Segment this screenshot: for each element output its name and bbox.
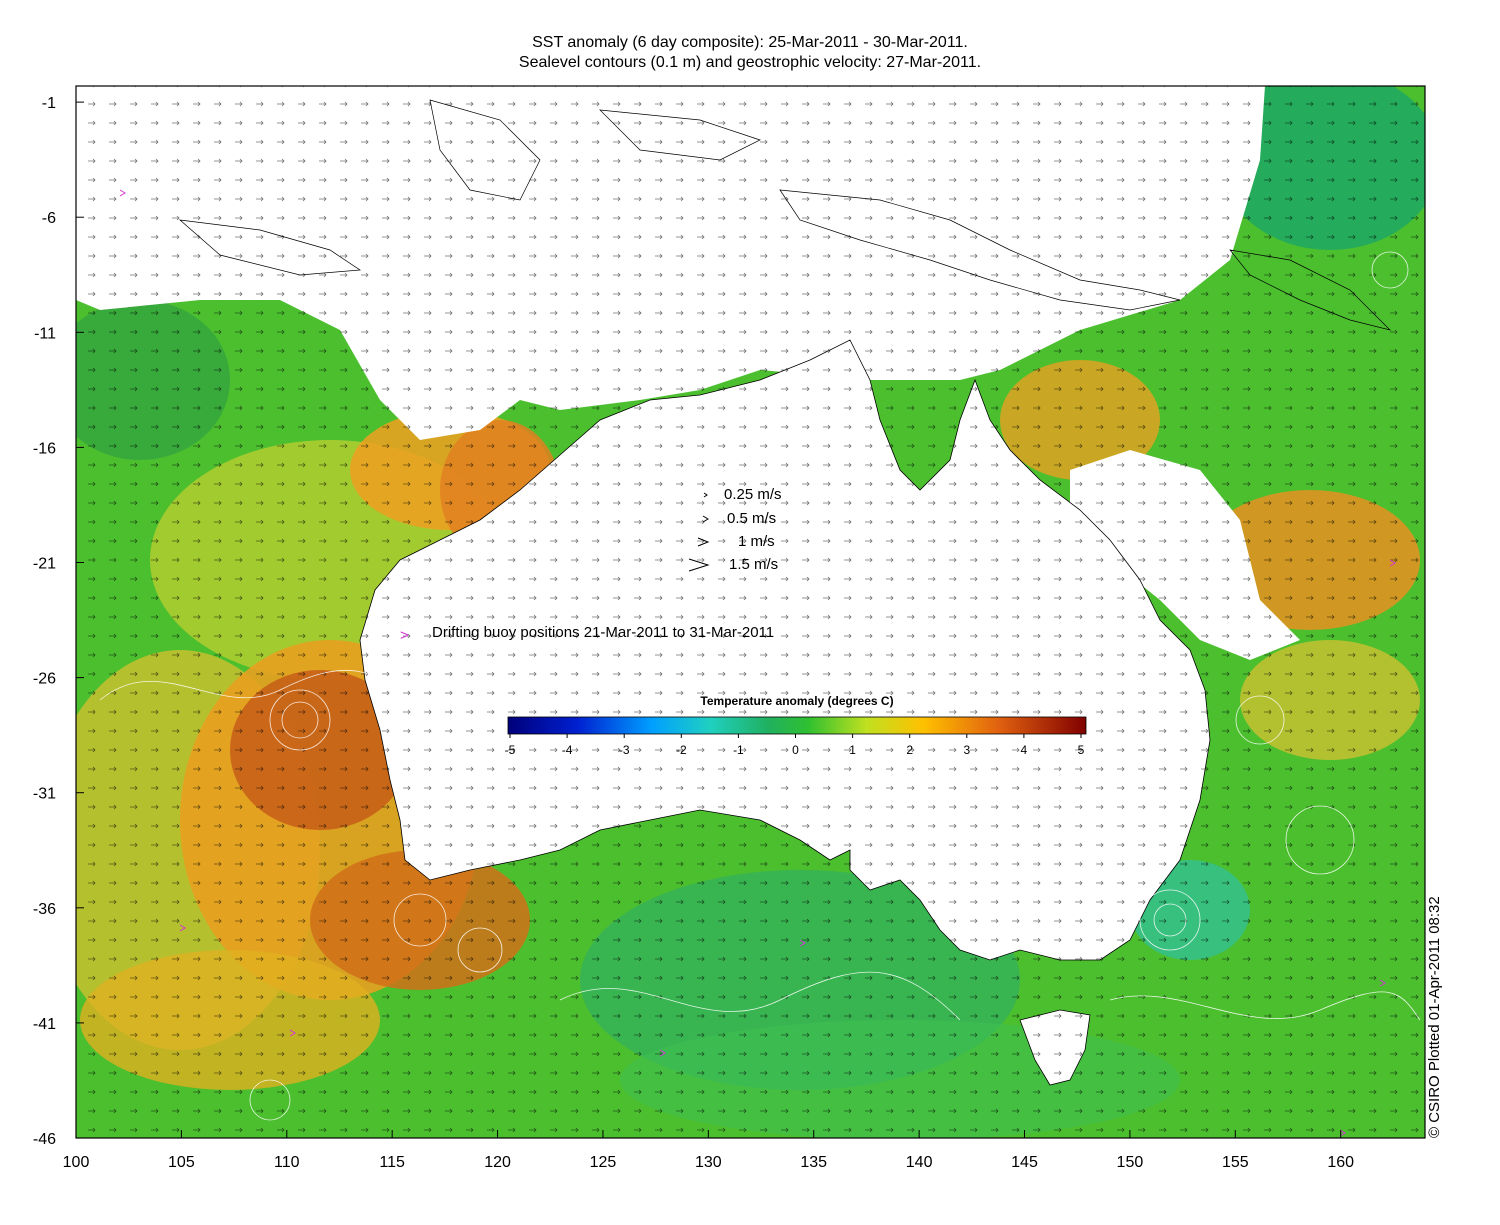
colorbar <box>507 716 1087 735</box>
y-tick-label: -46 <box>33 1131 56 1148</box>
drifting-buoy-markers <box>119 189 1396 1137</box>
buoy-legend-symbol: > <box>400 627 409 644</box>
velocity-legend-1-5: 1.5 m/s <box>729 556 779 573</box>
x-tick-label: 150 <box>1117 1154 1144 1171</box>
colorbar-tick-label: 5 <box>1078 743 1085 757</box>
colorbar-ticks: -5 -4 -3 -2 -1 0 1 2 3 4 5 <box>505 734 1085 757</box>
x-tick-label: 145 <box>1011 1154 1038 1171</box>
buoy-legend-label: Drifting buoy positions 21-Mar-2011 to 3… <box>432 624 775 641</box>
map-title-line-2: Sealevel contours (0.1 m) and geostrophi… <box>518 54 982 71</box>
x-tick-label: 160 <box>1327 1154 1354 1171</box>
colorbar-tick-label: -5 <box>505 743 516 757</box>
y-tick-label: -1 <box>42 95 56 112</box>
longitude-axis: 100 105 110 115 120 125 130 135 140 145 150 155 160 <box>63 1130 1354 1171</box>
x-tick-label: 120 <box>484 1154 511 1171</box>
y-tick-label: -41 <box>33 1016 56 1033</box>
y-tick-label: -11 <box>34 325 56 342</box>
y-tick-label: -21 <box>33 556 56 573</box>
x-tick-label: 110 <box>274 1154 300 1171</box>
y-tick-label: -36 <box>33 901 56 918</box>
sealevel-contours <box>99 251 1421 1121</box>
y-tick-label: -26 <box>33 671 56 688</box>
x-tick-label: 115 <box>379 1154 405 1171</box>
credit-text: © CSIRO Plotted 01-Apr-2011 08:32 <box>1426 896 1443 1138</box>
colorbar-tick-label: -1 <box>733 743 744 757</box>
velocity-legend-1: 1 m/s <box>738 533 775 550</box>
x-tick-label: 140 <box>906 1154 933 1171</box>
colorbar-title: Temperature anomaly (degrees C) <box>700 694 894 708</box>
map-title-line-1: SST anomaly (6 day composite): 25-Mar-20… <box>532 34 968 51</box>
x-tick-label: 155 <box>1222 1154 1249 1171</box>
x-tick-label: 100 <box>63 1154 90 1171</box>
y-tick-label: -16 <box>33 440 56 457</box>
x-tick-label: 135 <box>800 1154 827 1171</box>
colorbar-tick-label: -4 <box>562 743 573 757</box>
colorbar-tick-label: 4 <box>1021 743 1028 757</box>
velocity-legend-0-5: 0.5 m/s <box>727 510 777 527</box>
x-tick-label: 105 <box>168 1154 195 1171</box>
velocity-legend-0-25: 0.25 m/s <box>724 486 782 503</box>
velocity-legend-arrows <box>688 492 710 572</box>
plot-frame <box>75 85 1426 1139</box>
latitude-axis: -1 -6 -11 -16 -21 -26 -31 -36 -41 -46 <box>33 95 84 1148</box>
colorbar-tick-label: 1 <box>849 743 856 757</box>
y-tick-label: -31 <box>33 786 56 803</box>
colorbar-tick-label: 0 <box>792 743 799 757</box>
x-tick-label: 130 <box>695 1154 722 1171</box>
colorbar-tick-label: 2 <box>906 743 913 757</box>
colorbar-tick-label: 3 <box>963 743 970 757</box>
colorbar-tick-label: -3 <box>619 743 630 757</box>
geostrophic-velocity-arrows <box>76 86 1425 1138</box>
colorbar-tick-label: -2 <box>676 743 687 757</box>
y-tick-label: -6 <box>42 210 56 227</box>
x-tick-label: 125 <box>590 1154 617 1171</box>
